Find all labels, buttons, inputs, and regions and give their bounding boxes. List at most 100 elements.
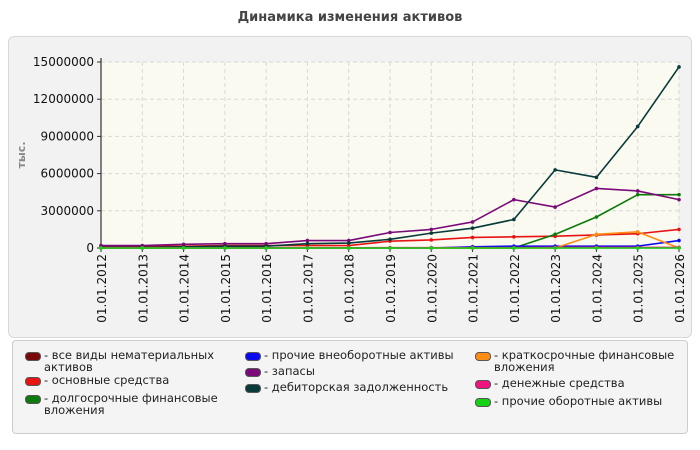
line-chart: 15000000 12000000 9000000 6000000 3000000 0 ты… <box>15 55 687 323</box>
data-point <box>677 238 681 243</box>
legend-item: - денежные средства <box>475 377 700 389</box>
x-tick-label: 01.01.2017 <box>301 254 315 323</box>
data-point <box>388 246 392 250</box>
data-point <box>677 197 681 202</box>
x-tick-label: 01.01.2022 <box>508 254 522 323</box>
y-tick-label: 12000000 <box>33 92 94 106</box>
chart-legend: - все виды нематериальных активов - основ… <box>12 340 688 434</box>
data-point <box>635 192 640 197</box>
data-point <box>677 65 681 69</box>
data-point <box>99 246 103 250</box>
y-tick-label: 6000000 <box>41 167 94 181</box>
data-point <box>677 227 681 232</box>
chart-panel: 15000000 12000000 9000000 6000000 3000000 0 ты… <box>8 36 692 338</box>
data-point <box>594 215 599 219</box>
x-tick-label: 01.01.2014 <box>178 254 192 323</box>
data-point <box>470 226 475 230</box>
data-point <box>470 246 475 250</box>
data-point <box>305 241 310 246</box>
data-point <box>429 238 434 242</box>
y-axis-label: тыс. <box>15 141 28 168</box>
data-point <box>470 220 475 224</box>
legend-swatch <box>245 384 261 393</box>
legend-swatch <box>475 398 491 407</box>
data-point <box>264 246 268 250</box>
chart-title: Динамика изменения активов <box>237 10 463 25</box>
data-point <box>553 246 557 250</box>
legend-item: - прочие внеоборотные активы <box>245 349 470 361</box>
y-tick-label: 0 <box>86 241 94 255</box>
data-point <box>223 246 227 250</box>
x-tick-label: 01.01.2016 <box>260 254 274 323</box>
legend-swatch <box>245 368 261 377</box>
data-point <box>429 231 434 235</box>
data-point <box>594 186 599 191</box>
x-tick-label: 01.01.2015 <box>219 254 233 323</box>
x-tick-label: 01.01.2021 <box>467 254 481 323</box>
data-point <box>346 246 351 250</box>
data-point <box>635 246 640 250</box>
data-point <box>512 235 516 239</box>
data-point <box>594 232 599 237</box>
legend-label: - запасы <box>264 364 315 378</box>
legend-item: - краткосрочные финансовые вложения <box>475 349 700 373</box>
x-tick-label: 01.01.2013 <box>136 254 150 323</box>
data-point <box>429 246 434 250</box>
y-tick-label: 9000000 <box>41 129 94 143</box>
data-point <box>223 241 227 246</box>
data-point <box>635 124 640 129</box>
y-tick-label: 15000000 <box>33 55 94 69</box>
x-tick-label: 01.01.2026 <box>673 254 687 323</box>
legend-label: - долгосрочные финансовые вложения <box>44 391 218 417</box>
data-point <box>677 246 681 250</box>
legend-label: - прочие внеоборотные активы <box>264 348 454 362</box>
legend-swatch <box>475 352 491 361</box>
data-point <box>305 238 310 243</box>
legend-label: - все виды нематериальных активов <box>44 348 215 374</box>
legend-item: - все виды нематериальных активов <box>25 349 250 373</box>
x-tick-label: 01.01.2012 <box>95 254 109 323</box>
legend-item: - запасы <box>245 365 470 377</box>
data-point <box>305 246 310 250</box>
data-point <box>429 227 434 232</box>
data-point <box>553 168 557 172</box>
data-point <box>181 242 186 247</box>
x-tick-label: 01.01.2018 <box>343 254 357 323</box>
legend-swatch <box>245 352 261 361</box>
data-point <box>677 192 681 197</box>
x-tick-label: 01.01.2023 <box>549 254 563 323</box>
legend-swatch <box>475 380 491 389</box>
data-point <box>512 246 516 250</box>
x-tick-label: 01.01.2019 <box>384 254 398 323</box>
legend-item: - долгосрочные финансовые вложения <box>25 392 250 416</box>
data-point <box>635 189 640 193</box>
legend-item: - прочие оборотные активы <box>475 395 700 407</box>
data-point <box>512 217 516 222</box>
x-tick-label: 01.01.2024 <box>590 254 604 323</box>
data-point <box>553 205 557 209</box>
legend-swatch <box>25 377 41 386</box>
legend-swatch <box>25 395 41 404</box>
x-tick-label: 01.01.2020 <box>425 254 439 323</box>
data-point <box>388 237 392 242</box>
data-point <box>470 235 475 240</box>
legend-label: - прочие оборотные активы <box>494 394 663 408</box>
data-point <box>635 230 640 234</box>
legend-label: - дебиторская задолженность <box>264 380 449 394</box>
legend-label: - денежные средства <box>494 376 625 390</box>
data-point <box>346 238 351 243</box>
legend-item: - основные средства <box>25 374 250 386</box>
data-point <box>264 241 268 246</box>
data-point <box>553 232 557 237</box>
data-point <box>512 197 516 202</box>
data-point <box>181 246 186 250</box>
legend-label: - основные средства <box>44 373 170 387</box>
y-tick-label: 3000000 <box>41 204 94 218</box>
data-point <box>140 246 145 250</box>
data-point <box>346 241 351 245</box>
data-point <box>388 230 392 235</box>
legend-label: - краткосрочные финансовые вложения <box>494 348 675 374</box>
legend-swatch <box>25 352 41 361</box>
data-point <box>594 175 599 180</box>
legend-item: - дебиторская задолженность <box>245 381 470 393</box>
